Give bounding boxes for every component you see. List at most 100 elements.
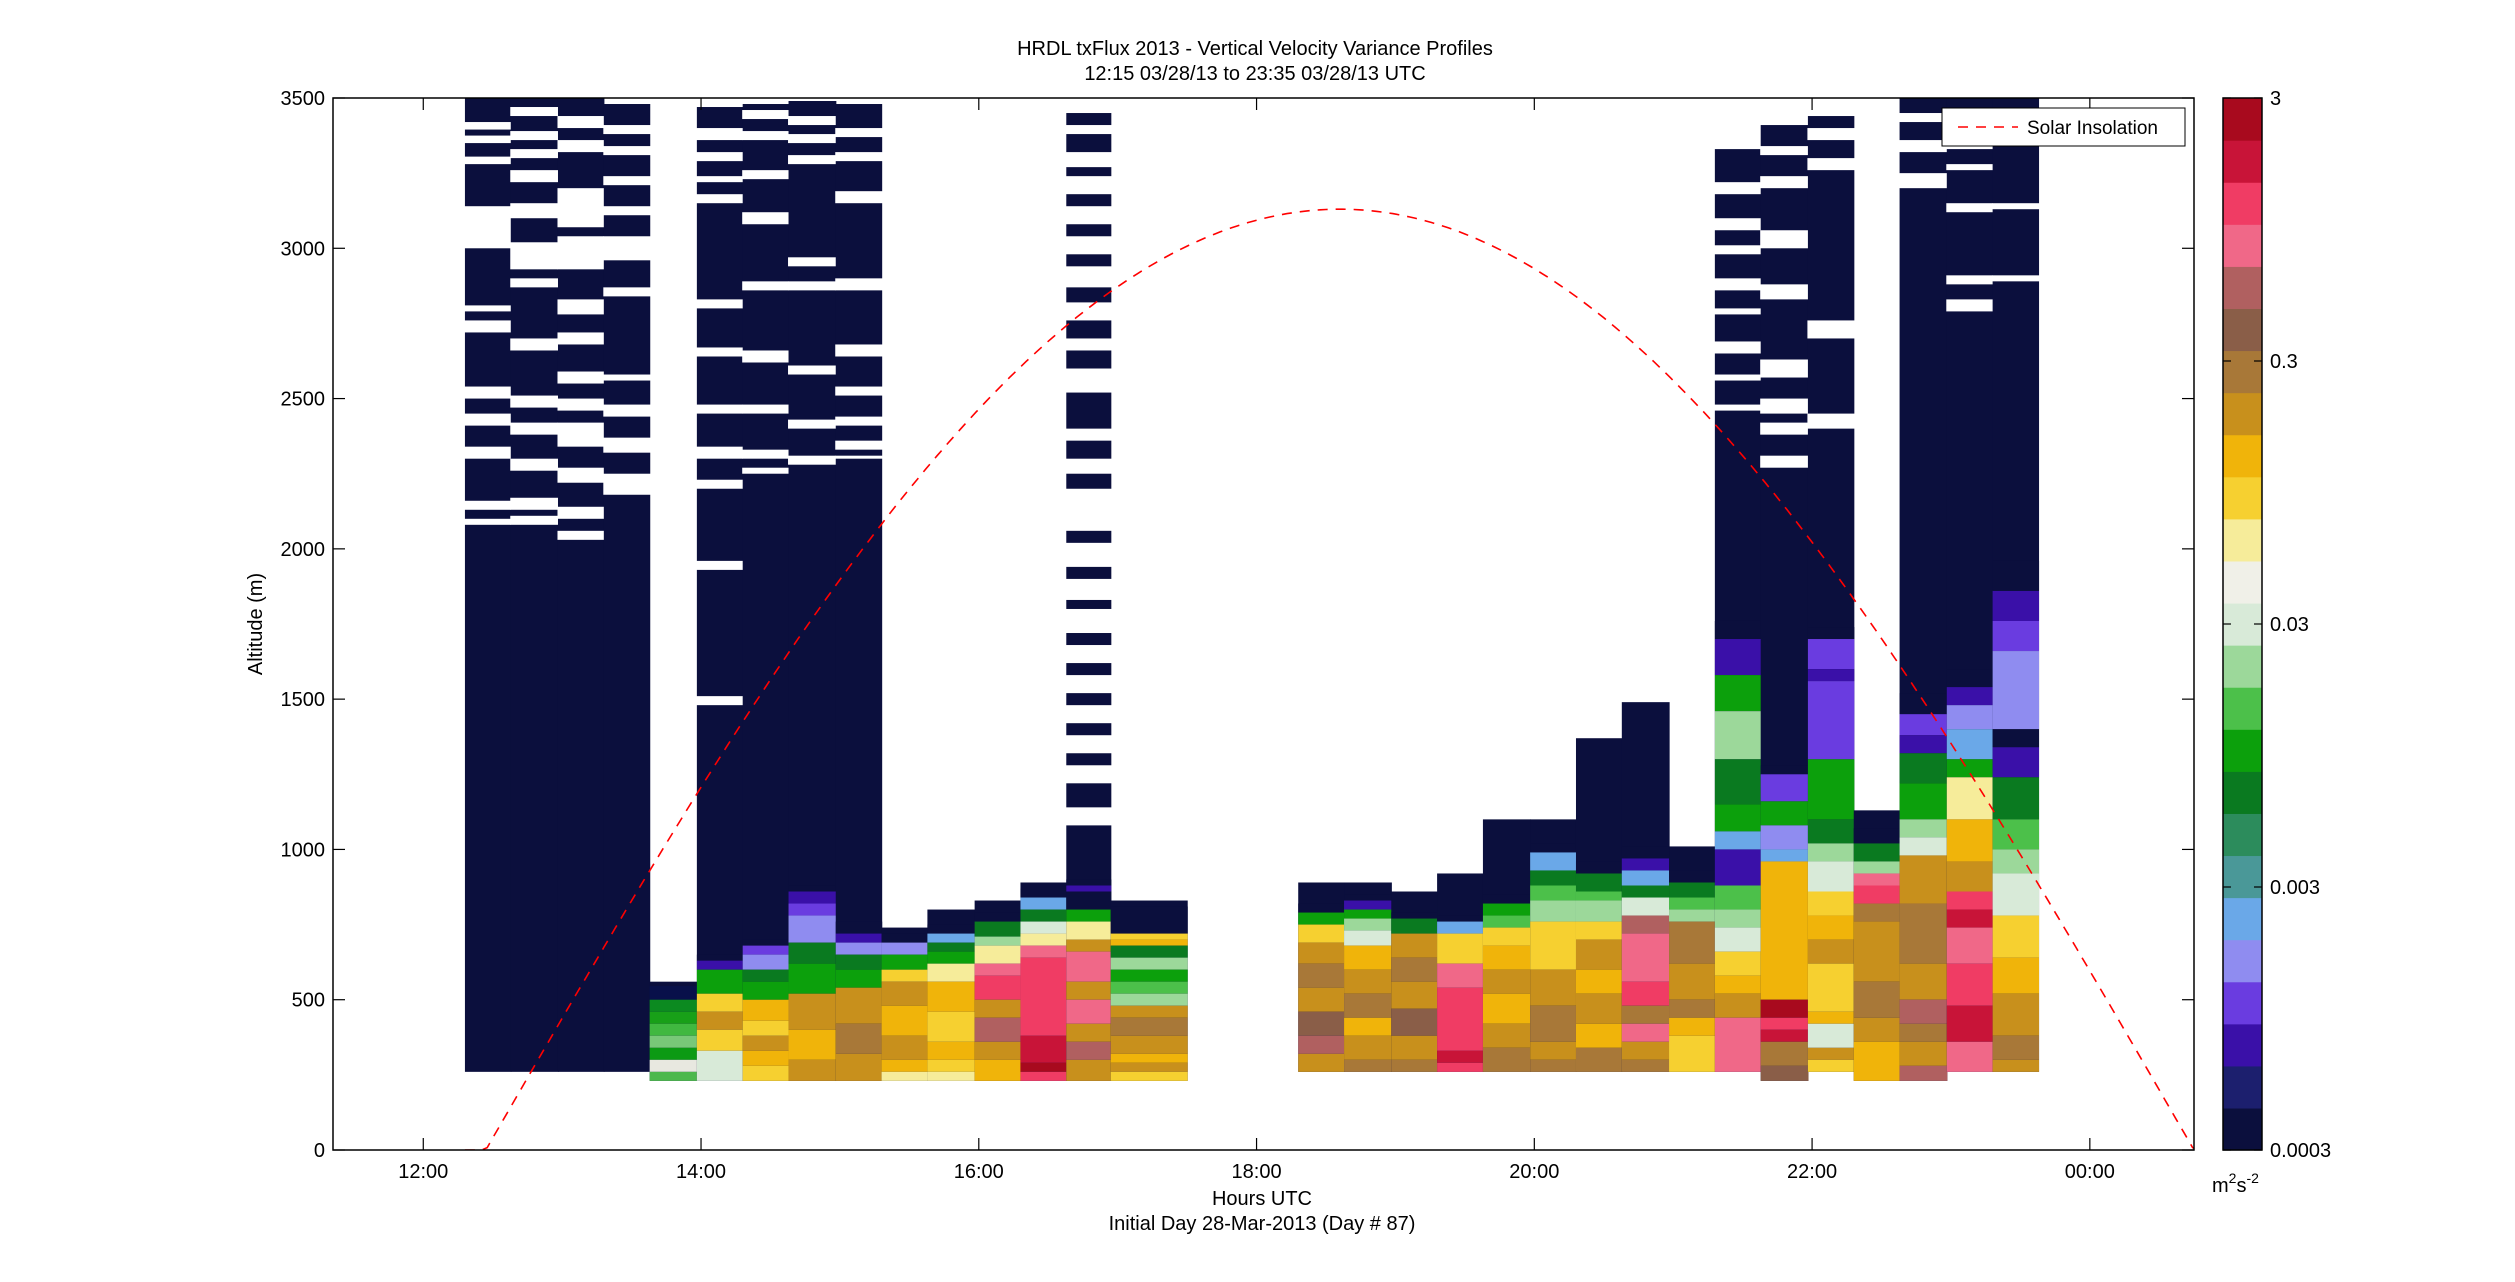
variance-cell xyxy=(1391,933,1438,958)
missing-data-gap xyxy=(603,176,651,186)
variance-cell xyxy=(1899,1023,1948,1042)
variance-cell xyxy=(1391,912,1438,919)
missing-data-gap xyxy=(1760,146,1810,156)
variance-cell xyxy=(1899,783,1948,820)
variance-cell xyxy=(1530,921,1577,970)
missing-data-gap xyxy=(1065,266,1112,288)
missing-data-gap xyxy=(603,437,651,453)
x-axis-sublabel: Initial Day 28-Mar-2013 (Day # 87) xyxy=(1109,1213,1416,1235)
variance-cell xyxy=(835,1053,883,1081)
missing-data-gap xyxy=(1760,284,1810,300)
profile-column-1 xyxy=(510,98,560,1072)
variance-cell xyxy=(1760,861,1809,1000)
x-tick-label: 18:00 xyxy=(1232,1161,1282,1183)
missing-data-gap xyxy=(557,506,605,519)
variance-cell xyxy=(649,1011,698,1024)
variance-cell xyxy=(1714,804,1762,832)
variance-cell xyxy=(1760,999,1809,1018)
variance-cell xyxy=(927,963,976,982)
missing-data-gap xyxy=(603,125,651,135)
colorbar-swatch xyxy=(2223,476,2262,520)
variance-cell xyxy=(1066,891,1112,910)
variance-cell xyxy=(1992,849,2040,874)
variance-cell xyxy=(1298,942,1345,964)
profile-column-13 xyxy=(1065,113,1112,1081)
variance-cell xyxy=(1807,669,1855,682)
missing-data-gap xyxy=(1760,398,1810,414)
missing-data-gap xyxy=(1065,807,1112,826)
missing-data-gap xyxy=(510,338,560,351)
variance-cell xyxy=(1992,747,2040,778)
missing-data-gap xyxy=(835,278,883,291)
missing-data-gap xyxy=(1946,275,1994,285)
variance-cell xyxy=(1298,1011,1345,1036)
variance-cell xyxy=(1992,819,2040,850)
missing-data-gap xyxy=(557,371,605,384)
variance-cell xyxy=(1714,849,1762,886)
variance-cell xyxy=(1946,891,1994,910)
variance-cell xyxy=(1899,735,1948,754)
profile-column-0 xyxy=(464,98,512,1072)
variance-cell xyxy=(1807,939,1855,964)
plot-frame xyxy=(332,97,2195,1151)
variance-cell xyxy=(649,999,698,1012)
variance-cell xyxy=(788,891,837,904)
variance-cell xyxy=(1946,705,1994,730)
variance-cell xyxy=(788,942,837,964)
variance-cell xyxy=(1899,903,1948,964)
variance-cell xyxy=(1992,590,2040,621)
variance-cell xyxy=(1946,729,1994,760)
variance-cell xyxy=(1110,1062,1188,1072)
variance-cell xyxy=(1437,915,1484,922)
variance-cell xyxy=(881,1059,929,1072)
variance-cell xyxy=(1807,915,1855,940)
missing-data-gap xyxy=(696,176,744,183)
variance-cell xyxy=(1946,1005,1994,1042)
missing-data-gap xyxy=(788,281,837,291)
variance-cell xyxy=(1066,1041,1112,1060)
variance-cell xyxy=(1807,681,1855,760)
variance-cell xyxy=(1760,849,1809,862)
variance-cell xyxy=(1110,957,1188,970)
variance-cell xyxy=(927,924,976,934)
variance-cell xyxy=(1807,843,1855,862)
profile-column-7 xyxy=(788,101,837,1081)
variance-cell xyxy=(1621,1059,1670,1072)
profile-column-4 xyxy=(649,981,698,1081)
variance-cell xyxy=(881,981,929,1006)
colorbar-swatch xyxy=(2223,392,2262,436)
variance-cell xyxy=(1110,1035,1188,1054)
y-tick-label: 1000 xyxy=(281,839,326,861)
chart-subtitle: 12:15 03/28/13 to 23:35 03/28/13 UTC xyxy=(1084,63,1425,85)
missing-data-gap xyxy=(557,236,605,270)
variance-cell xyxy=(1669,999,1716,1018)
y-tick-label: 0 xyxy=(314,1140,325,1162)
variance-cell xyxy=(1344,894,1392,901)
variance-cell xyxy=(1482,1023,1531,1048)
variance-cell xyxy=(1530,870,1577,886)
variance-cell xyxy=(1946,759,1994,778)
profile-column-29 xyxy=(1946,98,1994,1072)
missing-data-gap xyxy=(1065,125,1112,135)
profile-column-8 xyxy=(835,104,883,1081)
variance-cell xyxy=(1669,921,1716,964)
variance-cell xyxy=(1110,981,1188,994)
y-tick-label: 2000 xyxy=(281,539,326,561)
missing-data-gap xyxy=(742,350,790,363)
variance-cell xyxy=(742,954,790,970)
variance-cell xyxy=(1482,927,1531,946)
variance-cell xyxy=(1760,774,1809,802)
variance-cell xyxy=(1298,1053,1345,1072)
colorbar-swatch xyxy=(2223,813,2262,857)
missing-data-gap xyxy=(557,332,605,345)
variance-cell xyxy=(1066,999,1112,1024)
variance-cell xyxy=(1344,930,1392,946)
missing-data-gap xyxy=(696,479,744,489)
profile-column-6 xyxy=(742,104,790,1081)
missing-data-gap xyxy=(603,236,651,261)
colorbar-swatch xyxy=(2223,771,2262,814)
profile-base xyxy=(742,104,790,1081)
variance-cell xyxy=(1344,993,1392,1018)
y-tick-label: 1500 xyxy=(281,689,326,711)
